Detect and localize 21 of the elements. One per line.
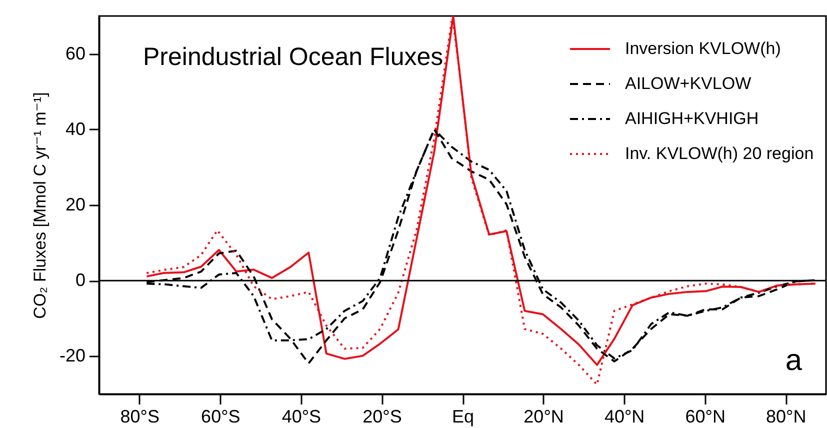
x-tick-label: 80°S (120, 406, 160, 426)
x-tick-label: 60°S (201, 406, 240, 426)
x-tick-label: 20°S (362, 406, 402, 426)
x-tick-label: 80°N (766, 406, 806, 426)
x-tick-label: 40°N (604, 406, 645, 426)
y-tick-label: 60 (65, 43, 86, 64)
y-tick-label: 20 (65, 194, 86, 214)
text: Preindustrial Ocean Fluxes (143, 43, 444, 71)
y-axis-title: CO₂ Fluxes [Mmol C yr⁻¹ m⁻¹] (30, 92, 50, 319)
legend-label: AIHIGH+KVHIGH (625, 109, 759, 128)
y-tick-label: 40 (65, 118, 86, 139)
x-tick-label: 40°S (282, 406, 322, 426)
x-tick-label: Eq (452, 406, 474, 426)
x-tick-label: 60°N (685, 406, 726, 426)
annotation: a (785, 344, 802, 377)
legend-label: Inv. KVLOW(h) 20 region (625, 144, 814, 163)
y-tick-label: -20 (59, 346, 86, 366)
x-tick-label: 20°N (524, 406, 564, 426)
y-tick-label: 0 (75, 270, 86, 290)
legend-label: Inversion KVLOW(h) (625, 39, 781, 58)
legend-label: AILOW+KVLOW (625, 74, 752, 93)
